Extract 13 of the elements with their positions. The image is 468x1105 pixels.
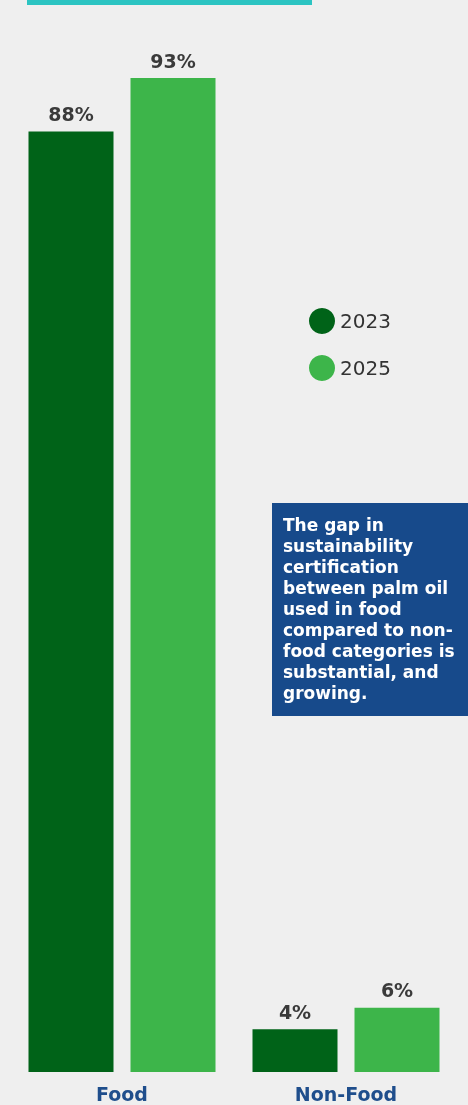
bar (130, 78, 216, 1072)
bar (252, 1029, 338, 1072)
data-label: 88% (48, 102, 94, 125)
bar (28, 131, 114, 1072)
data-label: 6% (380, 979, 414, 1002)
legend-label: 2025 (340, 356, 391, 380)
text: The gap in sustainability certification between palm oil used in food compared to non-food categories is substantial, and growing. (283, 515, 455, 703)
x-tick-label: Food (96, 1082, 148, 1105)
bar (354, 1007, 440, 1072)
data-label: 93% (150, 49, 196, 72)
x-tick-label: Non-Food (294, 1082, 398, 1105)
legend-label: 2023 (340, 309, 391, 333)
data-label: 4% (278, 1000, 312, 1023)
